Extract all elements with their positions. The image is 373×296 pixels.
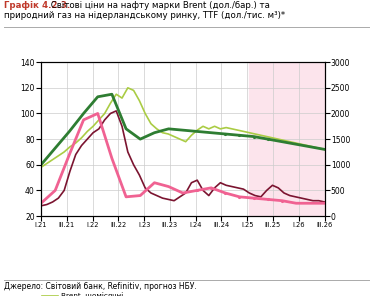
Text: Джерело: Світовий банк, Refinitiv, прогноз НБУ.: Джерело: Світовий банк, Refinitiv, прогн… [4,282,197,291]
Text: Графік 4.2.3.: Графік 4.2.3. [4,1,70,9]
Text: природний газ на нідерландському ринку, TTF (дол./тис. м³)*: природний газ на нідерландському ринку, … [4,11,285,20]
Text: Світові ціни на нафту марки Brent (дол./бар.) та: Світові ціни на нафту марки Brent (дол./… [48,1,270,9]
Bar [249,62,325,216]
Legend: Brent, щомісячні, Brent, щоквартальні, Природний газ, щомісячні (п.ш.), Природни: Brent, щомісячні, Brent, щоквартальні, П… [39,289,202,296]
